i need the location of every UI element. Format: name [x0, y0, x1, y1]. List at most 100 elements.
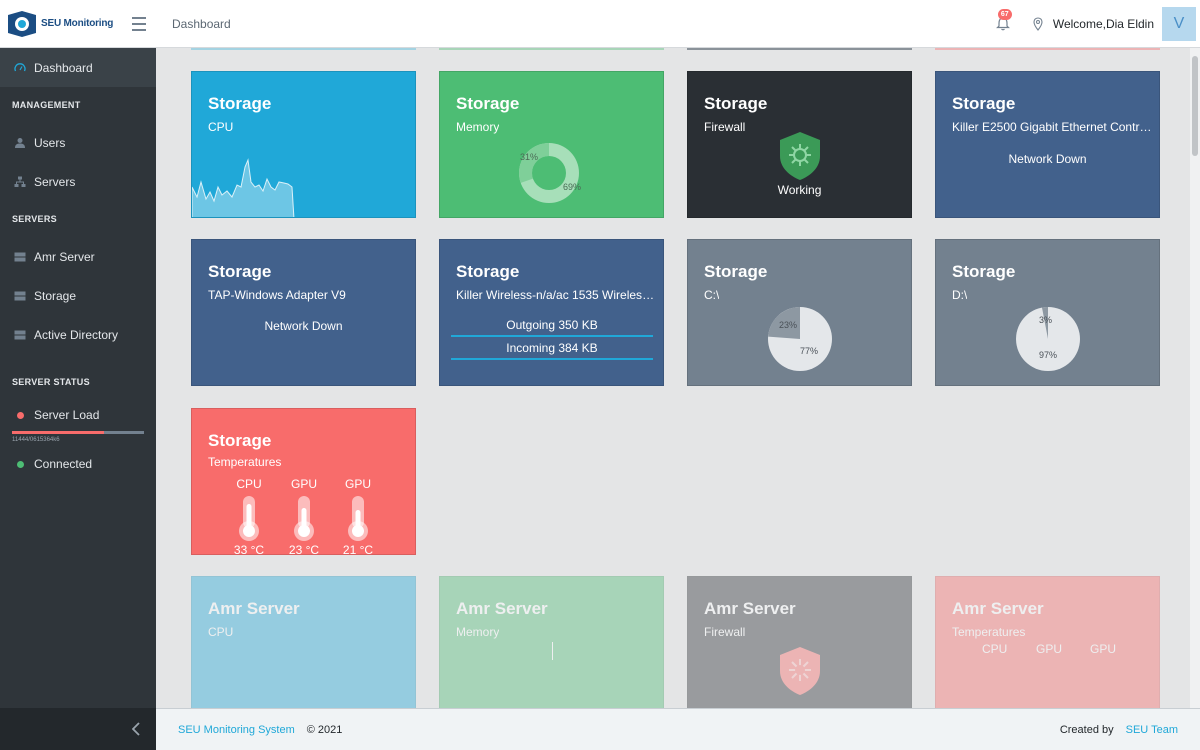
sensor-value: 21 °C [342, 543, 374, 555]
clipped-card-top [687, 48, 912, 50]
c-drive-card[interactable]: Storage C:\ 23% 77% [687, 239, 912, 386]
card-subtitle: Temperatures [952, 625, 1026, 639]
c-drive-pie-chart [768, 307, 832, 371]
d-drive-pie-chart [1016, 307, 1080, 371]
sidebar-item-label: Storage [34, 288, 77, 303]
main-content: Storage CPU Storage Memory 31% 69% Stora… [156, 48, 1200, 708]
card-subtitle: Killer E2500 Gigabit Ethernet Controller [952, 120, 1152, 134]
notification-badge: 67 [997, 9, 1012, 20]
loading-indicator [552, 642, 553, 660]
sidebar-item-users[interactable]: Users [0, 123, 156, 162]
c-drive-used-label: 23% [779, 320, 798, 330]
card-title: Storage [704, 262, 768, 281]
card-title: Storage [704, 94, 768, 113]
location-pin-icon[interactable] [1031, 16, 1045, 32]
sidebar-toggle-button[interactable] [132, 0, 154, 48]
d-drive-free-label: 97% [1039, 350, 1058, 360]
memory-donut-chart [519, 143, 579, 203]
server-load-progress [12, 431, 144, 434]
incoming-traffic: Incoming 384 KB [451, 341, 653, 360]
brand-logo-icon [8, 10, 36, 37]
thermometer-icon [294, 496, 314, 541]
sensor-label: GPU [344, 477, 371, 491]
firewall-status: Working [777, 183, 822, 197]
card-title: Amr Server [952, 599, 1044, 618]
sidebar-item-active-directory[interactable]: Active Directory [0, 315, 156, 354]
sidebar-item-storage[interactable]: Storage [0, 276, 156, 315]
notifications-button[interactable]: 67 [991, 9, 1015, 36]
temp-sensor-gpu-2: GPU 21 °C [338, 477, 378, 555]
sidebar-minimize-button[interactable] [0, 708, 156, 750]
breadcrumb: Dashboard [172, 16, 231, 31]
brand[interactable]: SEU Monitoring [0, 0, 120, 48]
virus-shield-icon [780, 647, 820, 695]
card-title: Storage [952, 94, 1016, 113]
sidebar-item-label: Users [34, 135, 66, 150]
card-subtitle: Memory [456, 625, 500, 639]
sitemap-icon [14, 176, 26, 188]
sidebar-section-server-status: SERVER STATUS [12, 377, 90, 387]
footer-team-link[interactable]: SEU Team [1125, 723, 1178, 736]
sidebar-item-amr-server[interactable]: Amr Server [0, 237, 156, 276]
sidebar-item-label: Connected [34, 457, 93, 471]
page-footer: SEU Monitoring System © 2021 Created by … [156, 708, 1200, 750]
cpu-card[interactable]: Storage CPU [191, 71, 416, 218]
welcome-text: Welcome,Dia Eldin [1052, 17, 1154, 31]
card-subtitle: Memory [456, 120, 500, 134]
server-load-text: 11444/0615364k6 [12, 437, 60, 443]
card-title: Amr Server [704, 599, 796, 618]
ethernet-card[interactable]: Storage Killer E2500 Gigabit Ethernet Co… [935, 71, 1160, 218]
d-drive-used-label: 3% [1039, 315, 1053, 325]
sensor-value: 23 °C [288, 543, 320, 555]
sidebar-section-servers: SERVERS [12, 214, 57, 224]
amr-cpu-card[interactable]: Amr Server CPU [191, 576, 416, 708]
sidebar-item-connected[interactable]: Connected [0, 449, 156, 479]
network-status: Network Down [1008, 152, 1087, 166]
temperatures-card[interactable]: Storage Temperatures CPU 33 °C GPU 23 °C… [191, 408, 416, 555]
card-subtitle: D:\ [952, 288, 968, 302]
card-title: Storage [456, 94, 520, 113]
temp-sensor-gpu: GPU 23 °C [284, 477, 324, 555]
amr-firewall-card[interactable]: Amr Server Firewall [687, 576, 912, 708]
sidebar-section-management: MANAGEMENT [12, 100, 81, 110]
firewall-card[interactable]: Storage Firewall Working [687, 71, 912, 218]
amr-temperatures-card[interactable]: Amr Server Temperatures CPU GPU GPU [935, 576, 1160, 708]
network-status: Network Down [264, 319, 343, 333]
card-title: Storage [456, 262, 520, 281]
wireless-card[interactable]: Storage Killer Wireless-n/a/ac 1535 Wire… [439, 239, 664, 386]
top-header: SEU Monitoring Dashboard 67 Welcome,Dia … [0, 0, 1200, 48]
memory-card[interactable]: Storage Memory 31% 69% [439, 71, 664, 218]
server-icon [14, 329, 26, 341]
server-load-fill [12, 431, 105, 434]
sidebar-item-servers[interactable]: Servers [0, 162, 156, 201]
sidebar-item-server-load[interactable]: Server Load [0, 400, 156, 430]
thermometer-icon [239, 496, 259, 541]
card-subtitle: Temperatures [208, 455, 282, 469]
sensor-label: GPU [1090, 642, 1117, 656]
amr-memory-card[interactable]: Amr Server Memory [439, 576, 664, 708]
main-scrollbar[interactable] [1190, 48, 1200, 708]
d-drive-card[interactable]: Storage D:\ 3% 97% [935, 239, 1160, 386]
card-subtitle: Firewall [704, 120, 746, 134]
footer-system-link[interactable]: SEU Monitoring System [178, 723, 295, 736]
sidebar-item-dashboard[interactable]: Dashboard [0, 48, 156, 87]
scrollbar-thumb[interactable] [1192, 56, 1198, 156]
sidebar-item-label: Servers [34, 174, 76, 189]
tap-adapter-card[interactable]: Storage TAP-Windows Adapter V9 Network D… [191, 239, 416, 386]
user-icon [14, 137, 26, 149]
avatar[interactable]: V [1162, 7, 1196, 41]
footer-created-by: Created by [1059, 723, 1114, 736]
clipped-card-top [439, 48, 664, 50]
sensor-label: CPU [982, 642, 1008, 656]
thermometer-icon [348, 496, 368, 541]
brand-name: SEU Monitoring [41, 18, 114, 29]
card-title: Storage [208, 262, 272, 281]
card-subtitle: Firewall [704, 625, 746, 639]
card-subtitle: TAP-Windows Adapter V9 [208, 288, 346, 302]
clipped-card-top [935, 48, 1160, 50]
sidebar-item-label: Server Load [34, 408, 100, 422]
card-title: Storage [208, 94, 272, 113]
speedometer-icon [14, 62, 26, 74]
status-dot-green [17, 460, 24, 468]
outgoing-traffic: Outgoing 350 KB [451, 318, 653, 337]
